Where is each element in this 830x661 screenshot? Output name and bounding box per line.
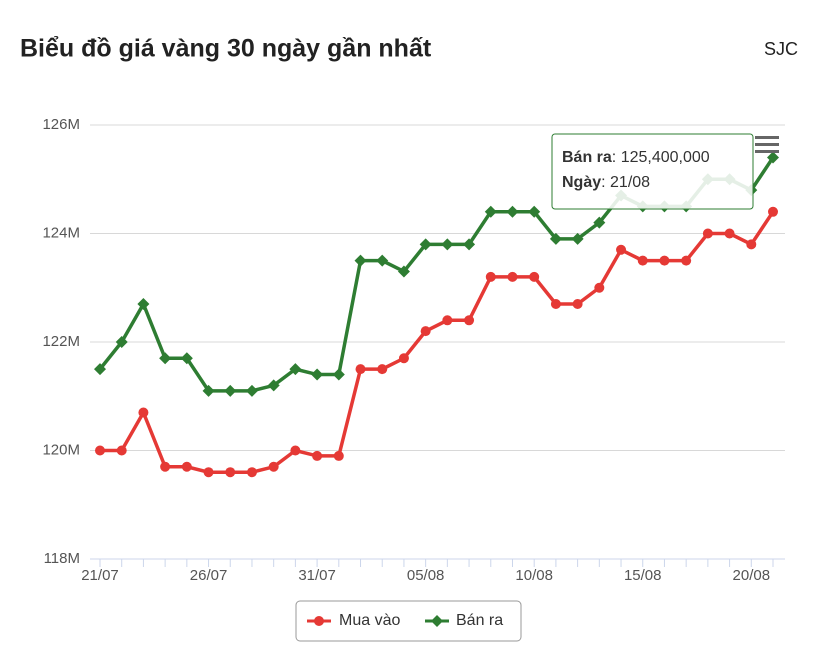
point <box>442 315 453 326</box>
point <box>441 238 454 251</box>
point <box>332 368 345 381</box>
point <box>225 467 236 478</box>
point <box>767 151 779 164</box>
point <box>593 216 606 229</box>
point <box>398 353 409 364</box>
x-tick-label: 10/08 <box>515 567 553 584</box>
point <box>746 239 757 250</box>
point <box>463 238 476 251</box>
point <box>549 232 562 245</box>
point <box>464 315 475 326</box>
point <box>180 352 193 365</box>
point <box>224 384 237 397</box>
point <box>529 271 540 282</box>
point <box>289 363 302 376</box>
point <box>94 363 106 376</box>
x-tick-label: 21/07 <box>81 567 119 584</box>
y-tick-label: 124M <box>42 224 80 241</box>
point <box>312 450 323 461</box>
point <box>202 384 215 397</box>
point <box>397 265 410 278</box>
point <box>768 206 778 217</box>
point <box>420 326 431 337</box>
point <box>724 228 735 239</box>
point <box>95 445 105 456</box>
tooltip-line: Ngày: 21/08 <box>562 174 650 191</box>
point <box>637 255 648 266</box>
point <box>594 282 605 293</box>
legend-label[interactable]: Bán ra <box>456 612 503 629</box>
tooltip-date-title: Ngày <box>562 174 601 191</box>
grid: 118M 120M 122M 124M 126M 21/07 26/07 31/07 05/08… <box>42 116 785 584</box>
x-tick-label: 20/08 <box>733 567 771 584</box>
menu-bar <box>755 143 779 146</box>
tooltip-series: Bán ra <box>562 149 612 166</box>
tooltip-line: Bán ra: 125,400,000 <box>562 149 710 166</box>
legend-box <box>295 600 522 642</box>
point <box>137 298 150 311</box>
x-tick-label: 15/08 <box>624 567 662 584</box>
point <box>528 205 541 218</box>
menu-bar <box>755 150 779 153</box>
point <box>160 461 171 472</box>
legend-symbol <box>431 615 443 627</box>
point <box>355 364 366 375</box>
x-tick-label: 05/08 <box>407 567 445 584</box>
tooltip-date: 21/08 <box>610 174 650 191</box>
point <box>333 450 344 461</box>
x-tick-label: 26/07 <box>190 567 228 584</box>
tooltip: Bán ra: 125,400,000 Ngày: 21/08 <box>551 133 754 210</box>
point <box>138 407 149 418</box>
point <box>572 299 583 310</box>
point <box>506 205 519 218</box>
point <box>376 254 389 267</box>
source-label: SJC <box>764 39 798 59</box>
legend: Mua vào Bán ra <box>295 600 522 642</box>
legend-label[interactable]: Mua vào <box>339 612 400 629</box>
point <box>550 299 561 310</box>
point <box>203 467 214 478</box>
tooltip-sep: : <box>612 149 621 166</box>
point <box>354 254 367 267</box>
point <box>616 244 627 255</box>
point <box>268 461 279 472</box>
point <box>246 467 257 478</box>
y-tick-label: 122M <box>42 333 80 350</box>
point <box>681 255 692 266</box>
y-tick-label: 120M <box>42 441 80 458</box>
legend-symbol <box>314 616 324 626</box>
plot <box>94 151 779 478</box>
menu-button[interactable] <box>752 133 782 157</box>
point <box>181 461 192 472</box>
point <box>485 271 496 282</box>
point <box>267 379 280 392</box>
point <box>116 445 127 456</box>
point <box>484 205 497 218</box>
tooltip-value: 125,400,000 <box>621 149 710 166</box>
point <box>311 368 324 381</box>
point <box>507 271 518 282</box>
point <box>659 255 670 266</box>
tooltip-sep: : <box>601 174 610 191</box>
menu-bar <box>755 136 779 139</box>
point <box>571 232 584 245</box>
point <box>290 445 301 456</box>
point <box>245 384 258 397</box>
chart-title: Biểu đồ giá vàng 30 ngày gần nhất <box>20 35 432 63</box>
x-tick-label: 31/07 <box>298 567 336 584</box>
point <box>115 336 128 348</box>
point <box>159 352 172 365</box>
point <box>419 238 432 251</box>
point <box>702 228 713 239</box>
y-tick-label: 118M <box>44 550 80 567</box>
y-tick-label: 126M <box>42 116 80 133</box>
tooltip-box <box>551 133 754 210</box>
point <box>377 364 388 375</box>
